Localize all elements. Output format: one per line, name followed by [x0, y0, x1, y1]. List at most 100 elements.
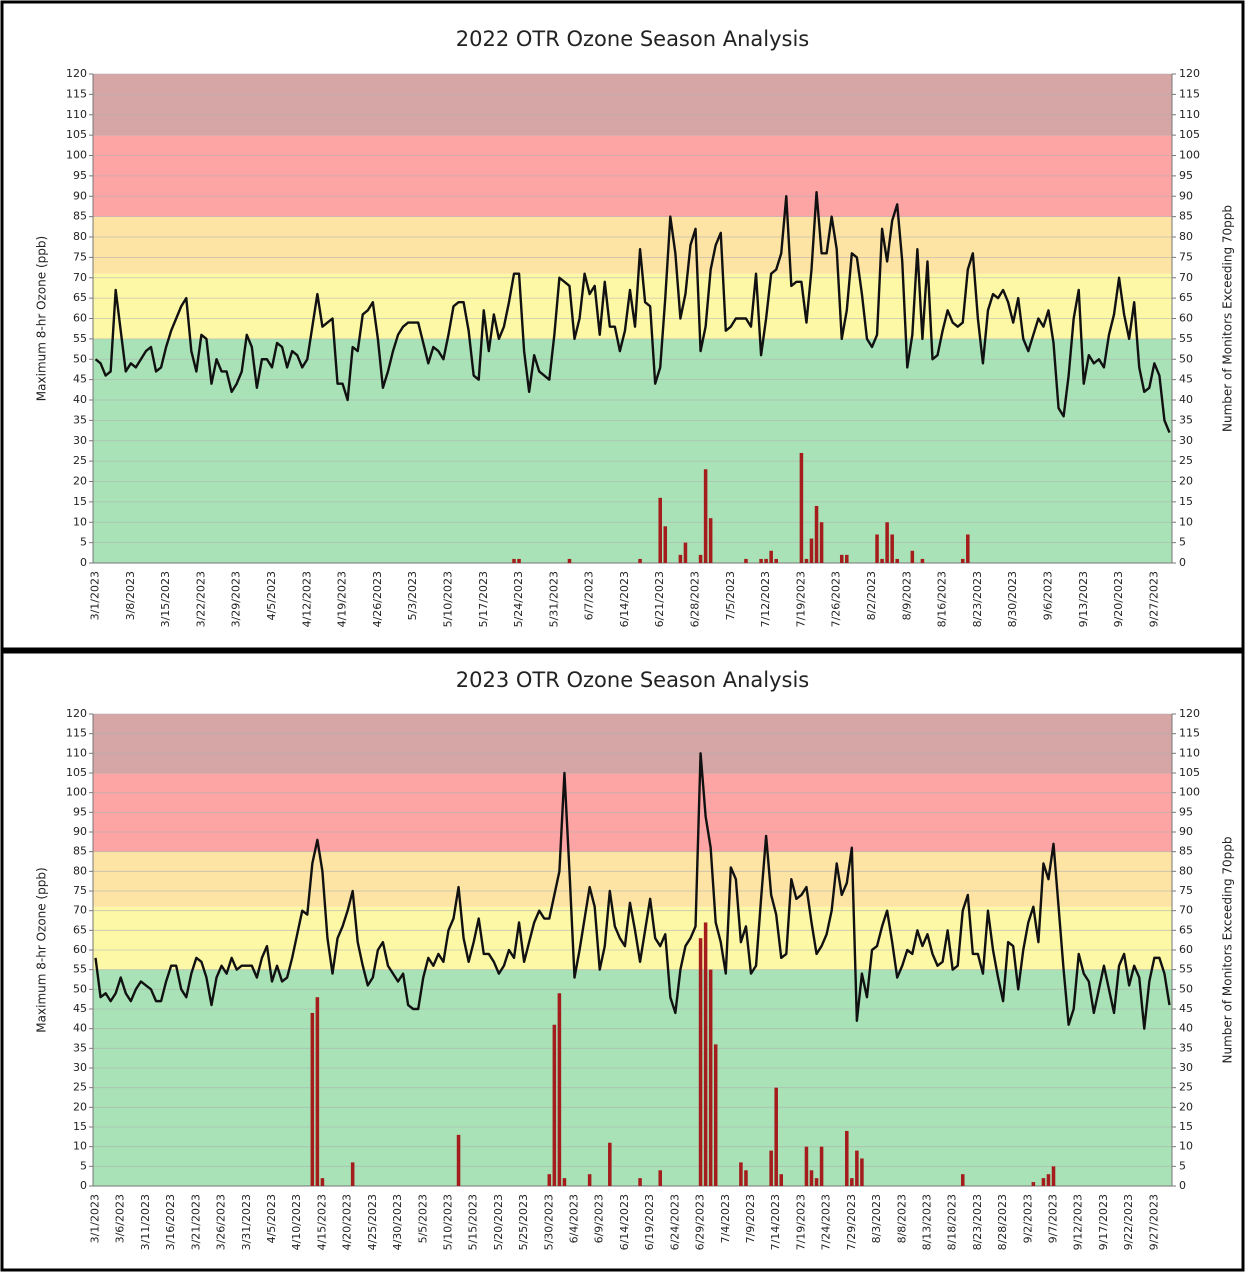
bar — [960, 1174, 965, 1186]
x-tick-label: 4/19/2023 — [336, 571, 349, 627]
y2-tick-label: 70 — [1179, 271, 1193, 284]
y2-tick-label: 90 — [1179, 189, 1193, 202]
x-tick-label: 7/4/2023 — [719, 1194, 732, 1243]
bar — [713, 1044, 718, 1186]
y2-tick-label: 15 — [1179, 495, 1193, 508]
y2-tick-label: 110 — [1179, 108, 1200, 121]
bar — [809, 538, 814, 563]
y-tick-label: 110 — [66, 108, 87, 121]
bar — [814, 1178, 819, 1186]
bar — [658, 497, 662, 563]
x-tick-label: 7/19/2023 — [794, 571, 807, 627]
bar — [960, 558, 965, 563]
bar — [547, 1174, 552, 1186]
y2-tick-label: 50 — [1179, 352, 1193, 365]
y2-tick-label: 90 — [1179, 825, 1193, 838]
y2-axis-title: Number of Monitors Exceeding 70ppb — [1221, 205, 1235, 432]
x-tick-label: 3/26/2023 — [215, 1194, 228, 1250]
y-tick-label: 0 — [80, 556, 87, 569]
x-tick-label: 4/10/2023 — [290, 1194, 303, 1250]
bar — [769, 1150, 773, 1186]
y-tick-label: 120 — [66, 707, 87, 720]
y-tick-label: 40 — [73, 1022, 87, 1035]
x-tick-label: 7/26/2023 — [830, 571, 843, 627]
y2-tick-label: 110 — [1179, 746, 1200, 759]
x-tick-label: 3/6/2023 — [114, 1194, 127, 1243]
y-tick-label: 115 — [66, 727, 87, 740]
y2-tick-label: 25 — [1179, 454, 1193, 467]
y-tick-label: 60 — [73, 943, 87, 956]
y-tick-label: 65 — [73, 923, 87, 936]
x-tick-label: 6/21/2023 — [653, 571, 666, 627]
y-tick-label: 105 — [66, 128, 87, 141]
bar — [910, 550, 915, 563]
y-tick-label: 90 — [73, 825, 87, 838]
y-tick-label: 35 — [73, 1041, 87, 1054]
bar — [456, 1134, 461, 1186]
bar — [764, 558, 768, 563]
bar — [678, 554, 683, 563]
y2-tick-label: 100 — [1179, 786, 1200, 799]
x-tick-label: 4/15/2023 — [315, 1194, 328, 1250]
bar — [350, 1162, 355, 1186]
y-tick-label: 35 — [73, 413, 87, 426]
y-tick-label: 0 — [80, 1179, 87, 1192]
y-tick-label: 115 — [66, 87, 87, 100]
bar — [860, 1158, 864, 1186]
x-tick-label: 3/21/2023 — [189, 1194, 202, 1250]
x-tick-label: 7/12/2023 — [759, 571, 772, 627]
y2-tick-label: 85 — [1179, 210, 1193, 223]
y2-tick-label: 25 — [1179, 1081, 1193, 1094]
y-tick-label: 85 — [73, 845, 87, 858]
y-tick-label: 80 — [73, 864, 87, 877]
y2-tick-label: 55 — [1179, 963, 1193, 976]
x-tick-label: 5/20/2023 — [492, 1194, 505, 1250]
bar — [744, 558, 748, 563]
bar — [819, 1146, 824, 1186]
y2-tick-label: 95 — [1179, 169, 1193, 182]
aqi-band — [93, 969, 1172, 1186]
x-tick-label: 8/3/2023 — [870, 1194, 883, 1243]
x-tick-label: 9/17/2023 — [1097, 1194, 1110, 1250]
y2-tick-label: 50 — [1179, 982, 1193, 995]
x-tick-label: 4/20/2023 — [341, 1194, 354, 1250]
y2-tick-label: 120 — [1179, 67, 1200, 80]
bar — [698, 554, 703, 563]
bar — [567, 558, 572, 563]
y-tick-label: 70 — [73, 271, 87, 284]
bar — [1031, 1182, 1036, 1186]
y2-tick-label: 5 — [1179, 1159, 1186, 1172]
aqi-band — [93, 338, 1172, 563]
x-tick-label: 6/29/2023 — [694, 1194, 707, 1250]
x-tick-label: 9/12/2023 — [1072, 1194, 1085, 1250]
y2-tick-label: 75 — [1179, 250, 1193, 263]
aqi-band — [93, 216, 1172, 274]
bar — [562, 1178, 567, 1186]
bar — [708, 969, 713, 1186]
x-tick-label: 4/5/2023 — [265, 1194, 278, 1243]
x-tick-label: 6/28/2023 — [689, 571, 702, 627]
x-tick-label: 3/16/2023 — [164, 1194, 177, 1250]
y-tick-label: 40 — [73, 393, 87, 406]
x-tick-label: 8/23/2023 — [971, 571, 984, 627]
x-tick-label: 8/16/2023 — [936, 571, 949, 627]
bar — [638, 1178, 642, 1186]
x-tick-label: 3/31/2023 — [240, 1194, 253, 1250]
bar — [1041, 1178, 1046, 1186]
bar — [885, 522, 889, 563]
x-tick-label: 5/5/2023 — [416, 1194, 429, 1243]
y-tick-label: 15 — [73, 495, 87, 508]
x-tick-label: 9/22/2023 — [1122, 1194, 1135, 1250]
x-tick-label: 3/29/2023 — [230, 571, 243, 627]
y2-tick-label: 115 — [1179, 727, 1200, 740]
y-tick-label: 10 — [73, 1140, 87, 1153]
y2-tick-label: 40 — [1179, 1022, 1193, 1035]
bar — [557, 993, 562, 1186]
x-tick-label: 6/19/2023 — [643, 1194, 656, 1250]
bar — [608, 1142, 612, 1186]
y2-tick-label: 10 — [1179, 1140, 1193, 1153]
y-tick-label: 110 — [66, 746, 87, 759]
x-tick-label: 8/23/2023 — [971, 1194, 984, 1250]
y2-tick-label: 30 — [1179, 1061, 1193, 1074]
bar — [839, 554, 844, 563]
